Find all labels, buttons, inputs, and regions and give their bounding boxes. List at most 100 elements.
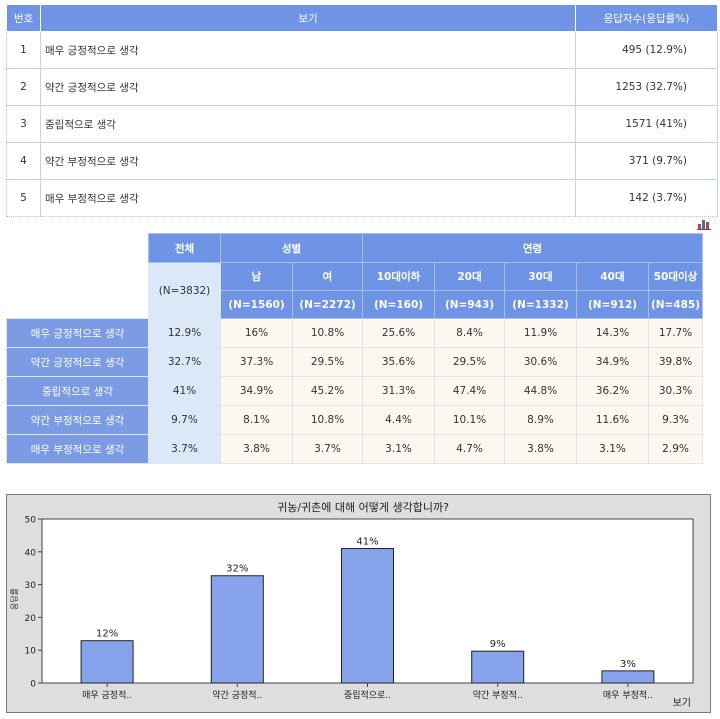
row-no: 1: [6, 31, 41, 69]
age-header: 연령: [362, 233, 704, 263]
bar-chart: 귀농/귀촌에 대해 어떻게 생각합니까? 응답률 보기 0 10 20 30 40 50 1…: [6, 494, 711, 713]
response-summary-table: 번호 보기 응답자수(응답률%) 1 매우 긍정적으로 생각 495 (12.9…: [6, 4, 718, 217]
row-responses: 1253 (32.7%): [575, 68, 718, 106]
header-option: 보기: [40, 4, 576, 32]
bar-chart-icon[interactable]: [697, 218, 711, 230]
y-tick-label: 10: [25, 647, 37, 657]
row-label: 중립적으로 생각: [6, 376, 149, 406]
row-cell: 11.9%: [504, 318, 578, 348]
row-cell: 37.3%: [220, 347, 293, 377]
header-responses: 응답자수(응답률%): [575, 4, 718, 32]
row-cell: 39.8%: [648, 347, 704, 377]
row-no: 3: [6, 105, 41, 143]
header-no: 번호: [6, 4, 41, 32]
bar: [341, 548, 394, 684]
col-n: (N=912): [576, 290, 650, 319]
data-label: 12%: [96, 629, 118, 640]
col-n: (N=2272): [291, 290, 364, 319]
table-row: 중립적으로 생각 41% 34.9% 45.2% 31.3% 47.4% 44.…: [6, 376, 704, 406]
x-tick-label: 매우 부정적..: [603, 689, 653, 701]
y-axis-title: 응답률: [9, 588, 19, 610]
data-label: 41%: [356, 537, 378, 548]
total-header: 전체: [148, 233, 221, 263]
row-cell: 29.5%: [434, 347, 506, 377]
row-cell: 3.8%: [504, 434, 578, 464]
data-label: 32%: [226, 564, 248, 575]
col-label: 여: [291, 262, 364, 291]
row-cell: 10.1%: [434, 405, 506, 435]
row-cell: 8.1%: [220, 405, 293, 435]
row-cell: 3.7%: [291, 434, 364, 464]
table-row: 4 약간 부정적으로 생각 371 (9.7%): [6, 142, 718, 180]
row-option: 매우 긍정적으로 생각: [40, 31, 576, 69]
row-cell: 8.9%: [504, 405, 578, 435]
bar: [80, 640, 134, 684]
row-total: 9.7%: [148, 405, 221, 435]
x-tick-label: 약간 부정적..: [473, 689, 523, 701]
group-header-row: 전체 성별 연령: [6, 233, 704, 319]
data-label: 3%: [620, 659, 636, 670]
col-n: (N=1560): [220, 290, 293, 319]
row-cell: 4.7%: [434, 434, 506, 464]
row-cell: 3.1%: [576, 434, 650, 464]
col-n: (N=485): [648, 290, 704, 319]
y-tick-label: 40: [25, 548, 37, 558]
x-tick-label: 중립적으로..: [344, 689, 391, 701]
col-label: 10대이하: [362, 262, 436, 291]
col-n: (N=160): [362, 290, 436, 319]
row-no: 5: [6, 179, 41, 217]
row-cell: 29.5%: [291, 347, 364, 377]
row-cell: 9.3%: [648, 405, 704, 435]
chart-title: 귀농/귀촌에 대해 어떻게 생각합니까?: [277, 500, 449, 514]
row-cell: 17.7%: [648, 318, 704, 348]
row-option: 매우 부정적으로 생각: [40, 179, 576, 217]
row-cell: 4.4%: [362, 405, 436, 435]
row-total: 41%: [148, 376, 221, 406]
table-row: 약간 긍정적으로 생각 32.7% 37.3% 29.5% 35.6% 29.5…: [6, 347, 704, 377]
row-cell: 44.8%: [504, 376, 578, 406]
col-label: 40대: [576, 262, 650, 291]
bar: [210, 575, 264, 684]
col-label: 50대이상: [648, 262, 704, 291]
row-cell: 31.3%: [362, 376, 436, 406]
row-responses: 495 (12.9%): [575, 31, 718, 69]
row-label: 매우 긍정적으로 생각: [6, 318, 149, 348]
row-label: 매우 부정적으로 생각: [6, 434, 149, 464]
row-total: 3.7%: [148, 434, 221, 464]
gender-header: 성별: [219, 233, 364, 263]
n-row: (N=1560) (N=2272) (N=160) (N=943) (N=133…: [7, 290, 704, 319]
row-cell: 10.8%: [291, 405, 364, 435]
row-total: 12.9%: [148, 318, 221, 348]
table-row: 1 매우 긍정적으로 생각 495 (12.9%): [6, 31, 718, 69]
row-cell: 45.2%: [291, 376, 364, 406]
table-row: 2 약간 긍정적으로 생각 1253 (32.7%): [6, 68, 718, 106]
row-cell: 47.4%: [434, 376, 506, 406]
row-cell: 30.3%: [648, 376, 704, 406]
col-n: (N=943): [434, 290, 506, 319]
row-responses: 142 (3.7%): [575, 179, 718, 217]
row-label: 약간 부정적으로 생각: [6, 405, 149, 435]
x-axis-title: 보기: [673, 697, 691, 709]
total-n: (N=3832): [148, 262, 221, 319]
table-row: 매우 부정적으로 생각 3.7% 3.8% 3.7% 3.1% 4.7% 3.8…: [6, 434, 704, 464]
y-tick-label: 0: [30, 680, 36, 690]
table-row: 5 매우 부정적으로 생각 142 (3.7%): [6, 179, 718, 217]
row-cell: 30.6%: [504, 347, 578, 377]
row-total: 32.7%: [148, 347, 221, 377]
row-option: 약간 긍정적으로 생각: [40, 68, 576, 106]
row-cell: 34.9%: [576, 347, 650, 377]
bar: [471, 650, 525, 684]
corner-cell: [6, 233, 149, 319]
row-cell: 10.8%: [291, 318, 364, 348]
col-label: 남: [220, 262, 293, 291]
chart-marks: 0 10 20 30 40 50 12% 매우 긍정적.. 32% 약간 긍정적.. 41% 중립적으…: [25, 516, 655, 701]
y-tick-label: 20: [25, 614, 37, 624]
row-cell: 16%: [220, 318, 293, 348]
summary-header-row: 번호 보기 응답자수(응답률%): [6, 4, 718, 32]
table-row: 매우 긍정적으로 생각 12.9% 16% 10.8% 25.6% 8.4% 1…: [6, 318, 704, 348]
row-cell: 25.6%: [362, 318, 436, 348]
row-no: 4: [6, 142, 41, 180]
row-cell: 3.1%: [362, 434, 436, 464]
row-responses: 1571 (41%): [575, 105, 718, 143]
row-cell: 3.8%: [220, 434, 293, 464]
